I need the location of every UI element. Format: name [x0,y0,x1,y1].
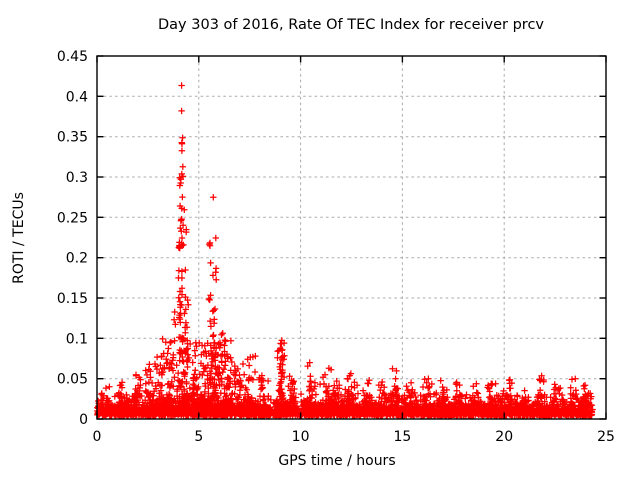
x-tick-labels: 0 5 10 15 20 25 [93,429,615,445]
x-axis-label: GPS time / hours [278,453,395,469]
y-tick-label: 0.1 [66,331,88,347]
y-tick-label: 0.4 [66,89,88,105]
x-tick-label: 15 [393,429,411,445]
y-tick-label: 0.15 [57,291,88,307]
y-tick-labels: 0 0.05 0.1 0.15 0.2 0.25 0.3 0.35 0.4 0.45 [57,49,88,428]
y-tick-label: 0.35 [57,130,88,146]
y-tick-label: 0.45 [57,49,88,65]
chart-title: Day 303 of 2016, Rate Of TEC Index for r… [158,17,544,33]
plot-border [96,55,607,420]
x-tick-label: 5 [194,429,203,445]
y-tick-label: 0.25 [57,210,88,226]
x-tick-label: 0 [93,429,102,445]
x-tick-label: 10 [292,429,310,445]
x-tick-label: 20 [495,429,513,445]
tick-marks [96,55,607,420]
data-points-series [94,82,596,419]
y-axis-label: ROTI / TECUs [11,192,27,284]
grid-layer [98,57,605,418]
y-tick-label: 0.2 [66,251,88,267]
y-tick-label: 0.05 [57,372,88,388]
x-tick-label: 25 [597,429,615,445]
y-tick-label: 0 [79,412,88,428]
y-tick-label: 0.3 [66,170,88,186]
